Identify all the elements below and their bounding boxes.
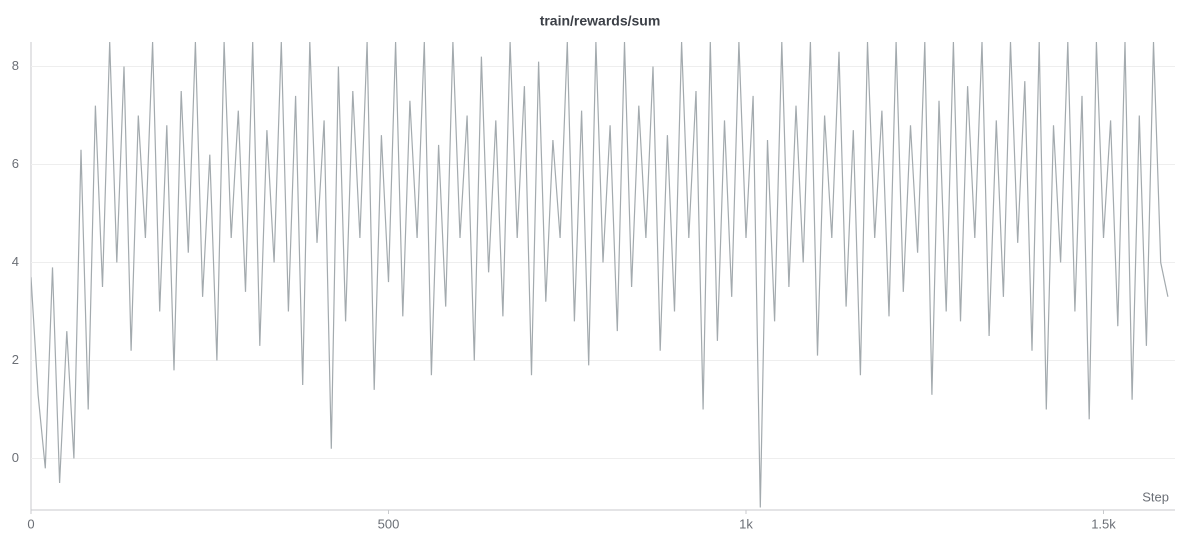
y-tick-label: 8 [12,58,19,73]
x-axis-label: Step [1142,489,1169,504]
chart-title: train/rewards/sum [540,13,661,29]
y-tick-label: 0 [12,450,19,465]
x-tick-label: 500 [378,516,400,531]
x-tick-label: 1.5k [1091,516,1116,531]
x-tick-label: 0 [27,516,34,531]
y-tick-label: 2 [12,352,19,367]
x-tick-label: 1k [739,516,753,531]
y-tick-label: 6 [12,156,19,171]
y-tick-label: 4 [12,254,19,269]
line [31,42,1169,508]
